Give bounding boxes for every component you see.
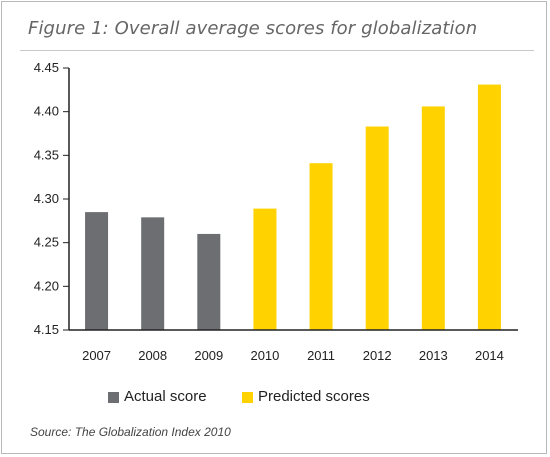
y-tick-label: 4.20 <box>34 278 59 293</box>
y-tick-label: 4.45 <box>34 60 59 75</box>
x-tick-label: 2014 <box>475 348 504 363</box>
x-tick-label: 2011 <box>307 348 335 363</box>
chart-title: Figure 1: Overall average scores for glo… <box>28 18 478 39</box>
bar-predicted-2014 <box>477 84 501 331</box>
legend-swatch-predicted <box>242 392 253 403</box>
legend-swatch-actual <box>108 392 119 403</box>
y-tick-label: 4.30 <box>34 191 59 206</box>
y-tick-label: 4.15 <box>34 322 59 337</box>
x-tick-label: 2013 <box>419 348 448 363</box>
y-tick-label: 4.35 <box>34 147 59 162</box>
bar-actual-2007 <box>85 212 109 330</box>
bars <box>85 84 501 331</box>
bar-predicted-2011 <box>309 163 333 330</box>
y-tick-label: 4.25 <box>34 235 59 250</box>
bar-actual-2008 <box>141 217 165 330</box>
legend-label-predicted: Predicted scores <box>258 388 370 405</box>
x-tick-label: 2010 <box>250 348 279 363</box>
x-tick-label: 2008 <box>138 348 167 363</box>
y-axis-ticks: 4.15 4.20 4.25 4.30 4.35 4.40 4.45 <box>34 60 69 337</box>
bar-actual-2009 <box>197 233 221 330</box>
x-tick-label: 2012 <box>363 348 392 363</box>
bar-predicted-2010 <box>253 208 277 330</box>
bar-predicted-2013 <box>421 106 445 330</box>
x-axis-ticks: 2007 2008 2009 2010 2011 2012 2013 2014 <box>82 348 504 363</box>
x-tick-label: 2007 <box>82 348 111 363</box>
legend-label-actual: Actual score <box>124 388 207 405</box>
x-tick-label: 2009 <box>194 348 223 363</box>
source-note: Source: The Globalization Index 2010 <box>30 425 231 439</box>
y-tick-label: 4.40 <box>34 104 59 119</box>
bar-predicted-2012 <box>365 126 389 330</box>
title-divider <box>20 50 534 51</box>
